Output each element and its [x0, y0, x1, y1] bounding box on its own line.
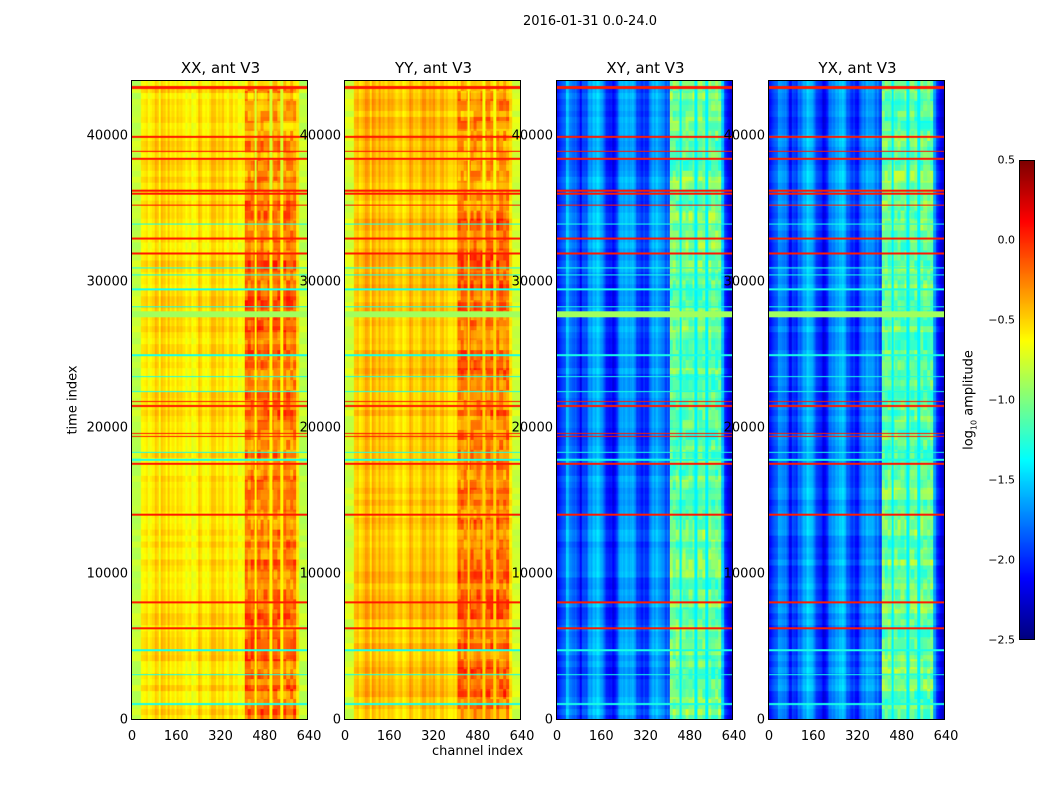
y-tick-label: 0	[544, 712, 553, 728]
y-tick-label: 10000	[299, 566, 341, 582]
heatmap-image	[769, 81, 944, 719]
x-tick-label: 480	[677, 729, 703, 744]
panel-title: XY, ant V3	[606, 59, 685, 77]
heatmap-image	[132, 81, 307, 719]
x-tick-label: 160	[376, 729, 402, 744]
x-tick-label: 640	[296, 729, 322, 744]
colorbar-tick-label: −2.5	[988, 633, 1015, 647]
x-tick-label: 160	[163, 729, 189, 744]
x-tick-label: 0	[127, 729, 137, 744]
y-tick-label: 40000	[299, 128, 341, 144]
y-tick-label: 30000	[511, 274, 553, 290]
y-tick-label: 0	[119, 712, 128, 728]
colorbar	[1019, 160, 1035, 640]
y-tick-label: 0	[332, 712, 341, 728]
y-tick-label: 40000	[86, 128, 128, 144]
heatmap-panel-3: XY, ant V3 0 160 320 480 640 0 10000 20000 30000 4…	[512, 59, 747, 744]
x-tick-label: 320	[633, 729, 658, 744]
panel-title: YY, ant V3	[394, 59, 472, 77]
x-tick-label: 0	[340, 729, 350, 744]
y-tick-label: 10000	[723, 566, 765, 582]
x-tick-label: 640	[933, 729, 959, 744]
y-tick-label: 0	[756, 712, 765, 728]
panel-title: YX, ant V3	[818, 59, 897, 77]
heatmap-image	[345, 81, 520, 719]
x-tick-label: 640	[509, 729, 535, 744]
figure-title: 2016-01-31 0.0-24.0	[523, 14, 657, 29]
x-tick-label: 320	[208, 729, 233, 744]
y-tick-label: 20000	[299, 420, 341, 436]
y-tick-label: 30000	[86, 274, 128, 290]
x-tick-label: 320	[421, 729, 446, 744]
colorbar-tick-label: −0.5	[988, 313, 1015, 327]
y-tick-label: 30000	[299, 274, 341, 290]
y-tick-label: 10000	[511, 566, 553, 582]
colorbar-tick-label: −2.0	[988, 553, 1015, 567]
y-tick-label: 20000	[86, 420, 128, 436]
y-tick-label: 20000	[511, 420, 553, 436]
panel-title: XX, ant V3	[180, 59, 261, 77]
colorbar-label: log10 amplitude	[961, 350, 979, 450]
heatmap-panel-2: YY, ant V3 0 160 320 480 640 0 10000 20000 30000 4…	[300, 59, 535, 744]
colorbar-tick-label: 0.0	[997, 233, 1016, 247]
colorbar-tick-label: −1.0	[988, 393, 1015, 407]
colorbar-tick-label: 0.5	[997, 153, 1016, 167]
x-axis-label: channel index	[432, 744, 524, 759]
x-tick-label: 480	[889, 729, 915, 744]
x-tick-label: 640	[721, 729, 747, 744]
colorbar-tick-label: −1.5	[988, 473, 1015, 487]
x-tick-label: 0	[764, 729, 774, 744]
x-tick-label: 0	[552, 729, 562, 744]
heatmap-image	[557, 81, 732, 719]
x-tick-label: 160	[800, 729, 826, 744]
y-tick-label: 40000	[723, 128, 765, 144]
x-tick-label: 480	[465, 729, 491, 744]
y-tick-label: 10000	[86, 566, 128, 582]
x-tick-label: 480	[252, 729, 278, 744]
heatmap-panel-4: YX, ant V3 0 160 320 480 640 0 10000 20000 30000 4…	[724, 59, 959, 744]
x-tick-label: 160	[588, 729, 614, 744]
y-tick-label: 30000	[723, 274, 765, 290]
heatmap-panel-1: XX, ant V3 0 160 320 480 640 0 10000 20000 30000 4…	[87, 59, 322, 744]
y-axis-label: time index	[65, 365, 81, 435]
x-tick-label: 320	[845, 729, 870, 744]
y-tick-label: 40000	[511, 128, 553, 144]
y-tick-label: 20000	[723, 420, 765, 436]
